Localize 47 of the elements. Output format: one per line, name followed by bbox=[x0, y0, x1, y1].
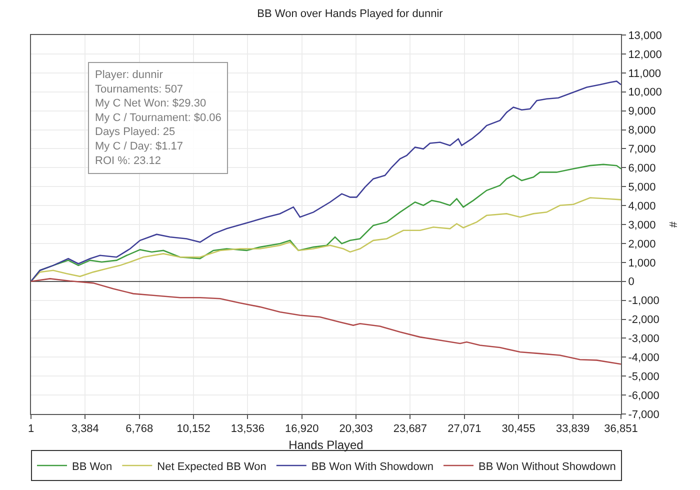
y-tick-label: 8,000 bbox=[628, 124, 656, 137]
y-tick-label: -5,000 bbox=[628, 370, 660, 383]
annotation: ROI %: 23.12 bbox=[95, 154, 162, 167]
y-tick-label: 11,000 bbox=[628, 68, 662, 80]
y-tick-label: 5,000 bbox=[628, 181, 656, 194]
legend-label: BB Won bbox=[72, 460, 112, 473]
x-axis-title: Hands Played bbox=[288, 438, 364, 452]
annotation: Days Played: 25 bbox=[95, 126, 176, 138]
y-tick-label: -7,000 bbox=[628, 408, 660, 421]
x-tick-label: 1 bbox=[28, 423, 34, 436]
x-tick-label: 16,920 bbox=[285, 423, 319, 436]
y-tick-label: 10,000 bbox=[628, 86, 662, 99]
y-tick-label: -2,000 bbox=[628, 314, 660, 326]
x-tick-label: 23,687 bbox=[393, 423, 428, 436]
x-tick-label: 27,071 bbox=[448, 423, 482, 436]
y-tick-label: -6,000 bbox=[628, 390, 660, 402]
x-tick-label: 36,851 bbox=[604, 423, 638, 436]
y-tick-label: 13,000 bbox=[628, 30, 662, 42]
x-tick-label: 20,303 bbox=[339, 423, 373, 436]
x-tick-label: 10,152 bbox=[176, 423, 210, 436]
x-tick-label: 33,839 bbox=[556, 423, 590, 436]
y-tick-label: -3,000 bbox=[628, 333, 660, 346]
y-tick-label: 7,000 bbox=[628, 144, 656, 156]
annotation: My C / Tournament: $0.06 bbox=[95, 112, 222, 124]
x-tick-label: 3,384 bbox=[71, 423, 99, 436]
y-tick-label: 1,000 bbox=[628, 257, 656, 270]
x-tick-label: 13,536 bbox=[230, 423, 265, 436]
y-tick-label: 9,000 bbox=[628, 106, 656, 118]
annotation: Tournaments: 507 bbox=[95, 83, 184, 96]
legend-label: BB Won With Showdown bbox=[311, 460, 434, 473]
y-tick-label: 6,000 bbox=[628, 162, 656, 174]
annotation: Player: dunnir bbox=[95, 69, 164, 81]
y-tick-label: -4,000 bbox=[628, 352, 660, 364]
annotation: My C Net Won: $29.30 bbox=[95, 98, 206, 110]
y-tick-label: 4,000 bbox=[628, 200, 656, 212]
y-tick-label: -1,000 bbox=[628, 295, 660, 308]
legend-label: BB Won Without Showdown bbox=[478, 460, 616, 473]
y-tick-label: 3,000 bbox=[628, 219, 656, 232]
annotation: My C / Day: $1.17 bbox=[95, 140, 184, 152]
x-tick-label: 6,768 bbox=[126, 423, 154, 436]
x-tick-label: 30,455 bbox=[502, 423, 536, 436]
y-tick-label: 0 bbox=[628, 276, 634, 288]
y-tick-label: 12,000 bbox=[628, 48, 662, 61]
chart-title: BB Won over Hands Played for dunnir bbox=[257, 8, 444, 20]
y-axis-title: # bbox=[668, 220, 680, 228]
legend-label: Net Expected BB Won bbox=[157, 460, 266, 473]
y-tick-label: 2,000 bbox=[628, 238, 656, 250]
